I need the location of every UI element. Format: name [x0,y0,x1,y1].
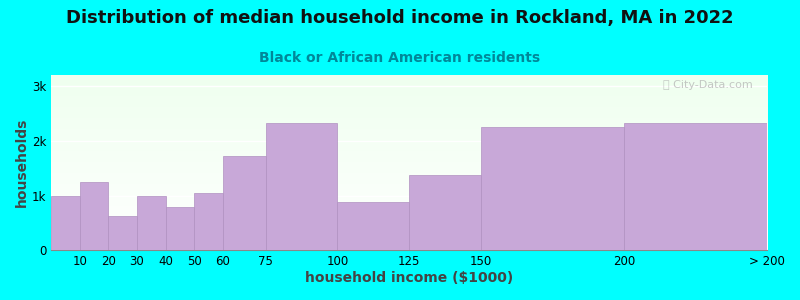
Bar [409,175,481,250]
Text: ⓘ City-Data.com: ⓘ City-Data.com [663,80,753,90]
Bar [194,193,223,250]
Bar [80,182,108,250]
Bar [137,196,166,250]
Bar [266,123,338,250]
Bar [166,206,194,250]
Bar [338,202,409,250]
Bar [624,123,767,250]
Bar [481,127,624,250]
Bar [108,216,137,250]
Bar [51,196,80,250]
Y-axis label: households: households [15,118,29,207]
Text: Distribution of median household income in Rockland, MA in 2022: Distribution of median household income … [66,9,734,27]
Bar [223,156,266,250]
Text: Black or African American residents: Black or African American residents [259,51,541,65]
X-axis label: household income ($1000): household income ($1000) [305,271,513,285]
